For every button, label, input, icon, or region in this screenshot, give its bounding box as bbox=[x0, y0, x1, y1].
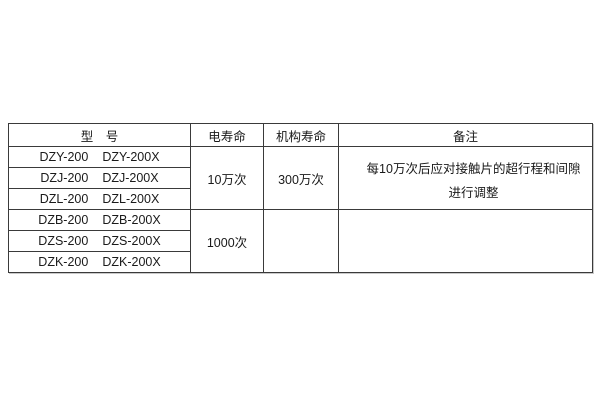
header-electrical-life: 电寿命 bbox=[190, 123, 264, 147]
header-remarks: 备注 bbox=[338, 123, 593, 147]
remark-line: 每10万次后应对接触片的超行程和间隙 bbox=[366, 162, 581, 176]
model-name: DZB-200 bbox=[38, 213, 89, 227]
table-row: DZY-200 DZY-200X 10万次 300万次 每10万次后应对接触片的… bbox=[8, 146, 593, 210]
remarks-cell bbox=[338, 209, 593, 273]
model-name: DZK-200 bbox=[38, 255, 89, 269]
table-row: DZL-200 DZL-200X bbox=[8, 188, 593, 210]
model-name: DZY-200 bbox=[39, 150, 89, 164]
model-name: DZL-200 bbox=[39, 192, 89, 206]
model-name: DZJ-200 bbox=[40, 171, 89, 185]
model-name: DZL-200X bbox=[102, 192, 160, 206]
model-name: DZS-200X bbox=[102, 234, 161, 248]
remark-line: 进行调整 bbox=[448, 186, 499, 200]
mechanism-life-cell: 300万次 bbox=[263, 146, 339, 210]
header-row: 型 号 电寿命 机构寿命 备注 bbox=[8, 123, 593, 147]
table-row: DZB-200 DZB-200X 1000次 bbox=[8, 209, 593, 273]
model-name: DZS-200 bbox=[38, 234, 89, 248]
model-name: DZK-200X bbox=[102, 255, 161, 269]
model-cell: DZL-200 DZL-200X bbox=[8, 188, 191, 210]
model-cell: DZY-200 DZY-200X bbox=[8, 146, 191, 168]
relay-life-spec-table: 型 号 电寿命 机构寿命 备注 DZY-200 DZY-200X 10万次 30… bbox=[8, 123, 593, 273]
model-name: DZJ-200X bbox=[102, 171, 159, 185]
table-row: DZJ-200 DZJ-200X bbox=[8, 167, 593, 189]
mechanism-life-cell bbox=[263, 209, 339, 273]
header-model: 型 号 bbox=[8, 123, 191, 147]
table-row: DZK-200 DZK-200X bbox=[8, 251, 593, 273]
remarks-cell: 每10万次后应对接触片的超行程和间隙 进行调整 bbox=[338, 146, 593, 210]
model-cell: DZJ-200 DZJ-200X bbox=[8, 167, 191, 189]
electrical-life-cell: 1000次 bbox=[190, 209, 264, 273]
model-name: DZY-200X bbox=[102, 150, 160, 164]
electrical-life-cell: 10万次 bbox=[190, 146, 264, 210]
header-mechanism-life: 机构寿命 bbox=[263, 123, 339, 147]
model-name: DZB-200X bbox=[102, 213, 161, 227]
model-cell: DZB-200 DZB-200X bbox=[8, 209, 191, 231]
model-cell: DZK-200 DZK-200X bbox=[8, 251, 191, 273]
model-cell: DZS-200 DZS-200X bbox=[8, 230, 191, 252]
